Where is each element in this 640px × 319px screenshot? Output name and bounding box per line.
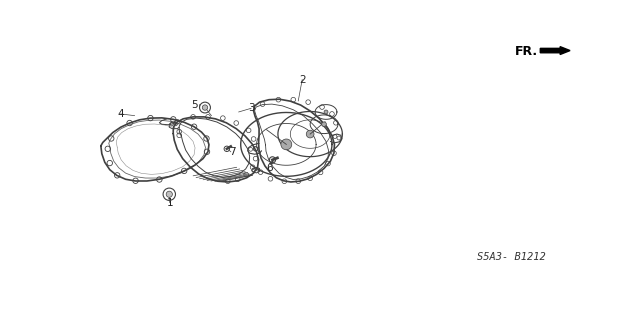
Text: 6: 6 (266, 163, 273, 173)
Circle shape (166, 191, 172, 197)
Text: 2: 2 (299, 75, 305, 85)
Text: 5: 5 (191, 100, 198, 110)
Circle shape (324, 110, 328, 114)
Circle shape (281, 139, 292, 150)
Text: S5A3- B1212: S5A3- B1212 (477, 252, 546, 262)
Circle shape (202, 105, 208, 110)
Circle shape (322, 122, 326, 127)
Text: 7: 7 (230, 147, 236, 157)
Text: 4: 4 (117, 109, 124, 119)
Text: 1: 1 (167, 198, 173, 208)
Text: FR.: FR. (515, 45, 538, 58)
Text: 3: 3 (248, 103, 255, 113)
Circle shape (307, 130, 314, 138)
FancyArrow shape (540, 47, 570, 55)
